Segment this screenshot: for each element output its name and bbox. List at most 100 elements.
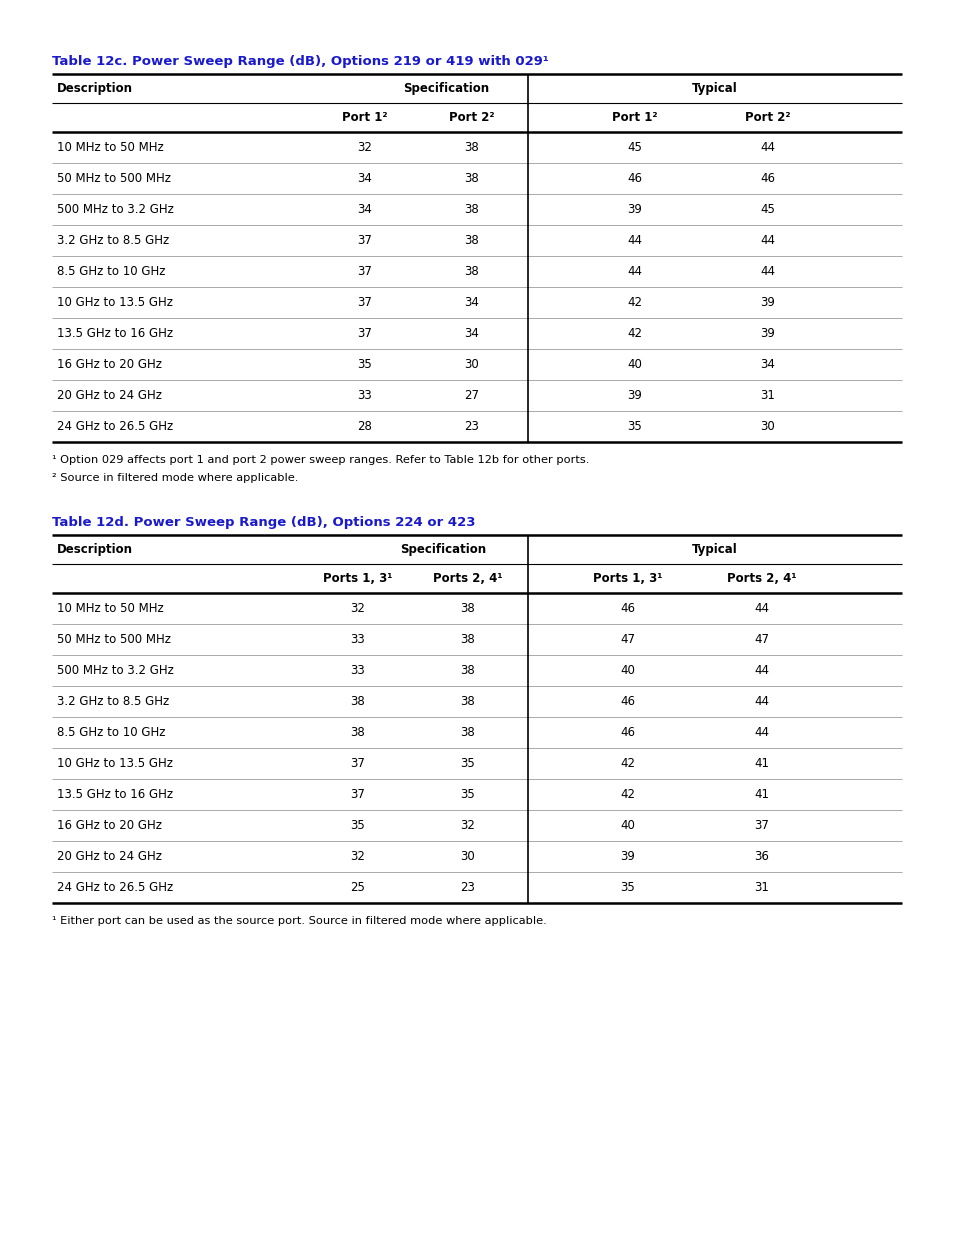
Text: 38: 38 xyxy=(464,203,478,216)
Text: 37: 37 xyxy=(357,296,372,309)
Text: 34: 34 xyxy=(357,172,372,185)
Text: 50 MHz to 500 MHz: 50 MHz to 500 MHz xyxy=(57,172,171,185)
Text: 38: 38 xyxy=(464,141,478,154)
Text: 24 GHz to 26.5 GHz: 24 GHz to 26.5 GHz xyxy=(57,420,173,433)
Text: 36: 36 xyxy=(754,850,769,863)
Text: 25: 25 xyxy=(350,881,365,894)
Text: 32: 32 xyxy=(350,601,365,615)
Text: 34: 34 xyxy=(357,203,372,216)
Text: 32: 32 xyxy=(460,819,475,832)
Text: 20 GHz to 24 GHz: 20 GHz to 24 GHz xyxy=(57,389,162,403)
Text: 34: 34 xyxy=(760,358,775,370)
Text: Ports 2, 4¹: Ports 2, 4¹ xyxy=(726,572,796,585)
Text: 24 GHz to 26.5 GHz: 24 GHz to 26.5 GHz xyxy=(57,881,173,894)
Text: 44: 44 xyxy=(754,695,769,708)
Text: 37: 37 xyxy=(357,327,372,340)
Text: 33: 33 xyxy=(351,664,365,677)
Text: 40: 40 xyxy=(619,819,635,832)
Text: 10 MHz to 50 MHz: 10 MHz to 50 MHz xyxy=(57,141,164,154)
Text: 39: 39 xyxy=(760,296,775,309)
Text: 16 GHz to 20 GHz: 16 GHz to 20 GHz xyxy=(57,358,162,370)
Text: 44: 44 xyxy=(627,266,641,278)
Text: 3.2 GHz to 8.5 GHz: 3.2 GHz to 8.5 GHz xyxy=(57,695,169,708)
Text: 35: 35 xyxy=(460,757,475,769)
Text: 40: 40 xyxy=(619,664,635,677)
Text: Port 1²: Port 1² xyxy=(612,111,657,124)
Text: 42: 42 xyxy=(619,757,635,769)
Text: 45: 45 xyxy=(627,141,641,154)
Text: 41: 41 xyxy=(754,757,769,769)
Text: 33: 33 xyxy=(357,389,372,403)
Text: Ports 1, 3¹: Ports 1, 3¹ xyxy=(593,572,662,585)
Text: 41: 41 xyxy=(754,788,769,802)
Text: ¹ Either port can be used as the source port. Source in filtered mode where appl: ¹ Either port can be used as the source … xyxy=(52,916,546,926)
Text: 37: 37 xyxy=(754,819,769,832)
Text: Specification: Specification xyxy=(399,543,485,556)
Text: 46: 46 xyxy=(619,601,635,615)
Text: 28: 28 xyxy=(357,420,372,433)
Text: 38: 38 xyxy=(460,726,475,739)
Text: 38: 38 xyxy=(464,233,478,247)
Text: Table 12d. Power Sweep Range (dB), Options 224 or 423: Table 12d. Power Sweep Range (dB), Optio… xyxy=(52,516,475,529)
Text: 8.5 GHz to 10 GHz: 8.5 GHz to 10 GHz xyxy=(57,726,165,739)
Text: 13.5 GHz to 16 GHz: 13.5 GHz to 16 GHz xyxy=(57,327,172,340)
Text: 38: 38 xyxy=(460,601,475,615)
Text: 20 GHz to 24 GHz: 20 GHz to 24 GHz xyxy=(57,850,162,863)
Text: 31: 31 xyxy=(760,389,775,403)
Text: 44: 44 xyxy=(754,664,769,677)
Text: 44: 44 xyxy=(754,726,769,739)
Text: 23: 23 xyxy=(460,881,475,894)
Text: 38: 38 xyxy=(464,266,478,278)
Text: Typical: Typical xyxy=(691,543,737,556)
Text: 42: 42 xyxy=(627,327,641,340)
Text: 35: 35 xyxy=(357,358,372,370)
Text: Specification: Specification xyxy=(403,82,489,95)
Text: 50 MHz to 500 MHz: 50 MHz to 500 MHz xyxy=(57,634,171,646)
Text: 38: 38 xyxy=(460,695,475,708)
Text: 32: 32 xyxy=(350,850,365,863)
Text: 33: 33 xyxy=(351,634,365,646)
Text: 38: 38 xyxy=(460,664,475,677)
Text: 10 GHz to 13.5 GHz: 10 GHz to 13.5 GHz xyxy=(57,757,172,769)
Text: 3.2 GHz to 8.5 GHz: 3.2 GHz to 8.5 GHz xyxy=(57,233,169,247)
Text: 34: 34 xyxy=(464,296,479,309)
Text: 30: 30 xyxy=(760,420,775,433)
Text: 27: 27 xyxy=(464,389,479,403)
Text: ¹ Option 029 affects port 1 and port 2 power sweep ranges. Refer to Table 12b fo: ¹ Option 029 affects port 1 and port 2 p… xyxy=(52,454,589,466)
Text: 37: 37 xyxy=(350,788,365,802)
Text: 44: 44 xyxy=(627,233,641,247)
Text: 42: 42 xyxy=(627,296,641,309)
Text: 35: 35 xyxy=(620,881,635,894)
Text: 23: 23 xyxy=(464,420,479,433)
Text: 37: 37 xyxy=(357,266,372,278)
Text: 47: 47 xyxy=(754,634,769,646)
Text: 46: 46 xyxy=(619,726,635,739)
Text: 35: 35 xyxy=(460,788,475,802)
Text: Port 2²: Port 2² xyxy=(449,111,495,124)
Text: 39: 39 xyxy=(760,327,775,340)
Text: 39: 39 xyxy=(627,203,641,216)
Text: 38: 38 xyxy=(351,695,365,708)
Text: 32: 32 xyxy=(357,141,372,154)
Text: 35: 35 xyxy=(351,819,365,832)
Text: Description: Description xyxy=(57,543,132,556)
Text: 37: 37 xyxy=(350,757,365,769)
Text: 46: 46 xyxy=(760,172,775,185)
Text: 39: 39 xyxy=(619,850,635,863)
Text: 46: 46 xyxy=(619,695,635,708)
Text: 39: 39 xyxy=(627,389,641,403)
Text: 30: 30 xyxy=(460,850,475,863)
Text: Description: Description xyxy=(57,82,132,95)
Text: Table 12c. Power Sweep Range (dB), Options 219 or 419 with 029¹: Table 12c. Power Sweep Range (dB), Optio… xyxy=(52,56,548,68)
Text: 16 GHz to 20 GHz: 16 GHz to 20 GHz xyxy=(57,819,162,832)
Text: Ports 2, 4¹: Ports 2, 4¹ xyxy=(433,572,502,585)
Text: 37: 37 xyxy=(357,233,372,247)
Text: 13.5 GHz to 16 GHz: 13.5 GHz to 16 GHz xyxy=(57,788,172,802)
Text: 10 MHz to 50 MHz: 10 MHz to 50 MHz xyxy=(57,601,164,615)
Text: 46: 46 xyxy=(627,172,641,185)
Text: Ports 1, 3¹: Ports 1, 3¹ xyxy=(323,572,393,585)
Text: 30: 30 xyxy=(464,358,478,370)
Text: 44: 44 xyxy=(754,601,769,615)
Text: 38: 38 xyxy=(460,634,475,646)
Text: 38: 38 xyxy=(351,726,365,739)
